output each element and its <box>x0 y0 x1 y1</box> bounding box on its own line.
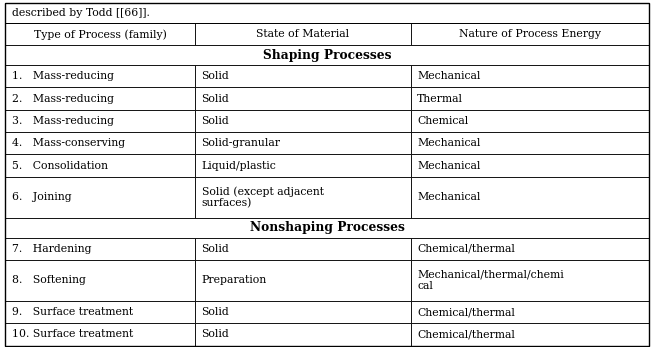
Bar <box>5 154 195 177</box>
Bar <box>411 177 649 218</box>
Bar <box>195 23 411 45</box>
Text: Solid: Solid <box>201 94 230 104</box>
Text: Chemical/thermal: Chemical/thermal <box>417 244 515 254</box>
Bar <box>195 154 411 177</box>
Bar <box>195 87 411 110</box>
Text: Type of Process (family): Type of Process (family) <box>34 29 167 40</box>
Text: Solid: Solid <box>201 329 230 339</box>
Bar <box>5 260 195 301</box>
Bar <box>5 218 649 238</box>
Bar <box>195 132 411 154</box>
Bar <box>195 301 411 323</box>
Bar <box>411 301 649 323</box>
Text: Mechanical: Mechanical <box>417 192 481 202</box>
Text: Thermal: Thermal <box>417 94 463 104</box>
Bar <box>411 132 649 154</box>
Text: Solid: Solid <box>201 71 230 81</box>
Bar <box>195 177 411 218</box>
Bar <box>195 65 411 87</box>
Text: Solid (except adjacent
surfaces): Solid (except adjacent surfaces) <box>201 186 324 209</box>
Text: 4.   Mass-conserving: 4. Mass-conserving <box>12 138 125 148</box>
Text: State of Material: State of Material <box>256 29 349 39</box>
Bar <box>411 65 649 87</box>
Text: Nonshaping Processes: Nonshaping Processes <box>250 221 404 234</box>
Text: Chemical: Chemical <box>417 116 468 126</box>
Text: described by Todd [[66]].: described by Todd [[66]]. <box>12 8 150 18</box>
Text: Solid: Solid <box>201 244 230 254</box>
Bar <box>411 87 649 110</box>
Bar <box>411 154 649 177</box>
Bar <box>5 323 195 346</box>
Text: Chemical/thermal: Chemical/thermal <box>417 329 515 339</box>
Text: 10. Surface treatment: 10. Surface treatment <box>12 329 133 339</box>
Bar <box>5 87 195 110</box>
Bar <box>5 23 195 45</box>
Text: Chemical/thermal: Chemical/thermal <box>417 307 515 317</box>
Bar <box>5 65 195 87</box>
Text: Preparation: Preparation <box>201 276 267 286</box>
Bar <box>5 238 195 260</box>
Bar <box>411 238 649 260</box>
Bar <box>411 110 649 132</box>
Text: Solid: Solid <box>201 307 230 317</box>
Text: Mechanical: Mechanical <box>417 161 481 171</box>
Text: Solid-granular: Solid-granular <box>201 138 281 148</box>
Bar <box>195 238 411 260</box>
Bar <box>195 110 411 132</box>
Text: Mechanical: Mechanical <box>417 138 481 148</box>
Text: 5.   Consolidation: 5. Consolidation <box>12 161 108 171</box>
Text: Shaping Processes: Shaping Processes <box>263 49 391 62</box>
Text: Liquid/plastic: Liquid/plastic <box>201 161 277 171</box>
Text: 9.   Surface treatment: 9. Surface treatment <box>12 307 133 317</box>
Bar <box>195 323 411 346</box>
Bar <box>5 45 649 65</box>
Bar <box>5 132 195 154</box>
Text: 8.   Softening: 8. Softening <box>12 276 86 286</box>
Bar <box>5 110 195 132</box>
Text: 3.   Mass-reducing: 3. Mass-reducing <box>12 116 114 126</box>
Text: Mechanical: Mechanical <box>417 71 481 81</box>
Bar <box>411 23 649 45</box>
Bar <box>5 177 195 218</box>
Bar <box>5 3 649 23</box>
Text: Mechanical/thermal/chemi
cal: Mechanical/thermal/chemi cal <box>417 270 564 291</box>
Bar <box>5 301 195 323</box>
Bar <box>195 260 411 301</box>
Text: 1.   Mass-reducing: 1. Mass-reducing <box>12 71 114 81</box>
Text: 6.   Joining: 6. Joining <box>12 192 71 202</box>
Bar <box>411 323 649 346</box>
Bar <box>411 260 649 301</box>
Text: 2.   Mass-reducing: 2. Mass-reducing <box>12 94 114 104</box>
Text: Nature of Process Energy: Nature of Process Energy <box>458 29 601 39</box>
Text: Solid: Solid <box>201 116 230 126</box>
Text: 7.   Hardening: 7. Hardening <box>12 244 92 254</box>
